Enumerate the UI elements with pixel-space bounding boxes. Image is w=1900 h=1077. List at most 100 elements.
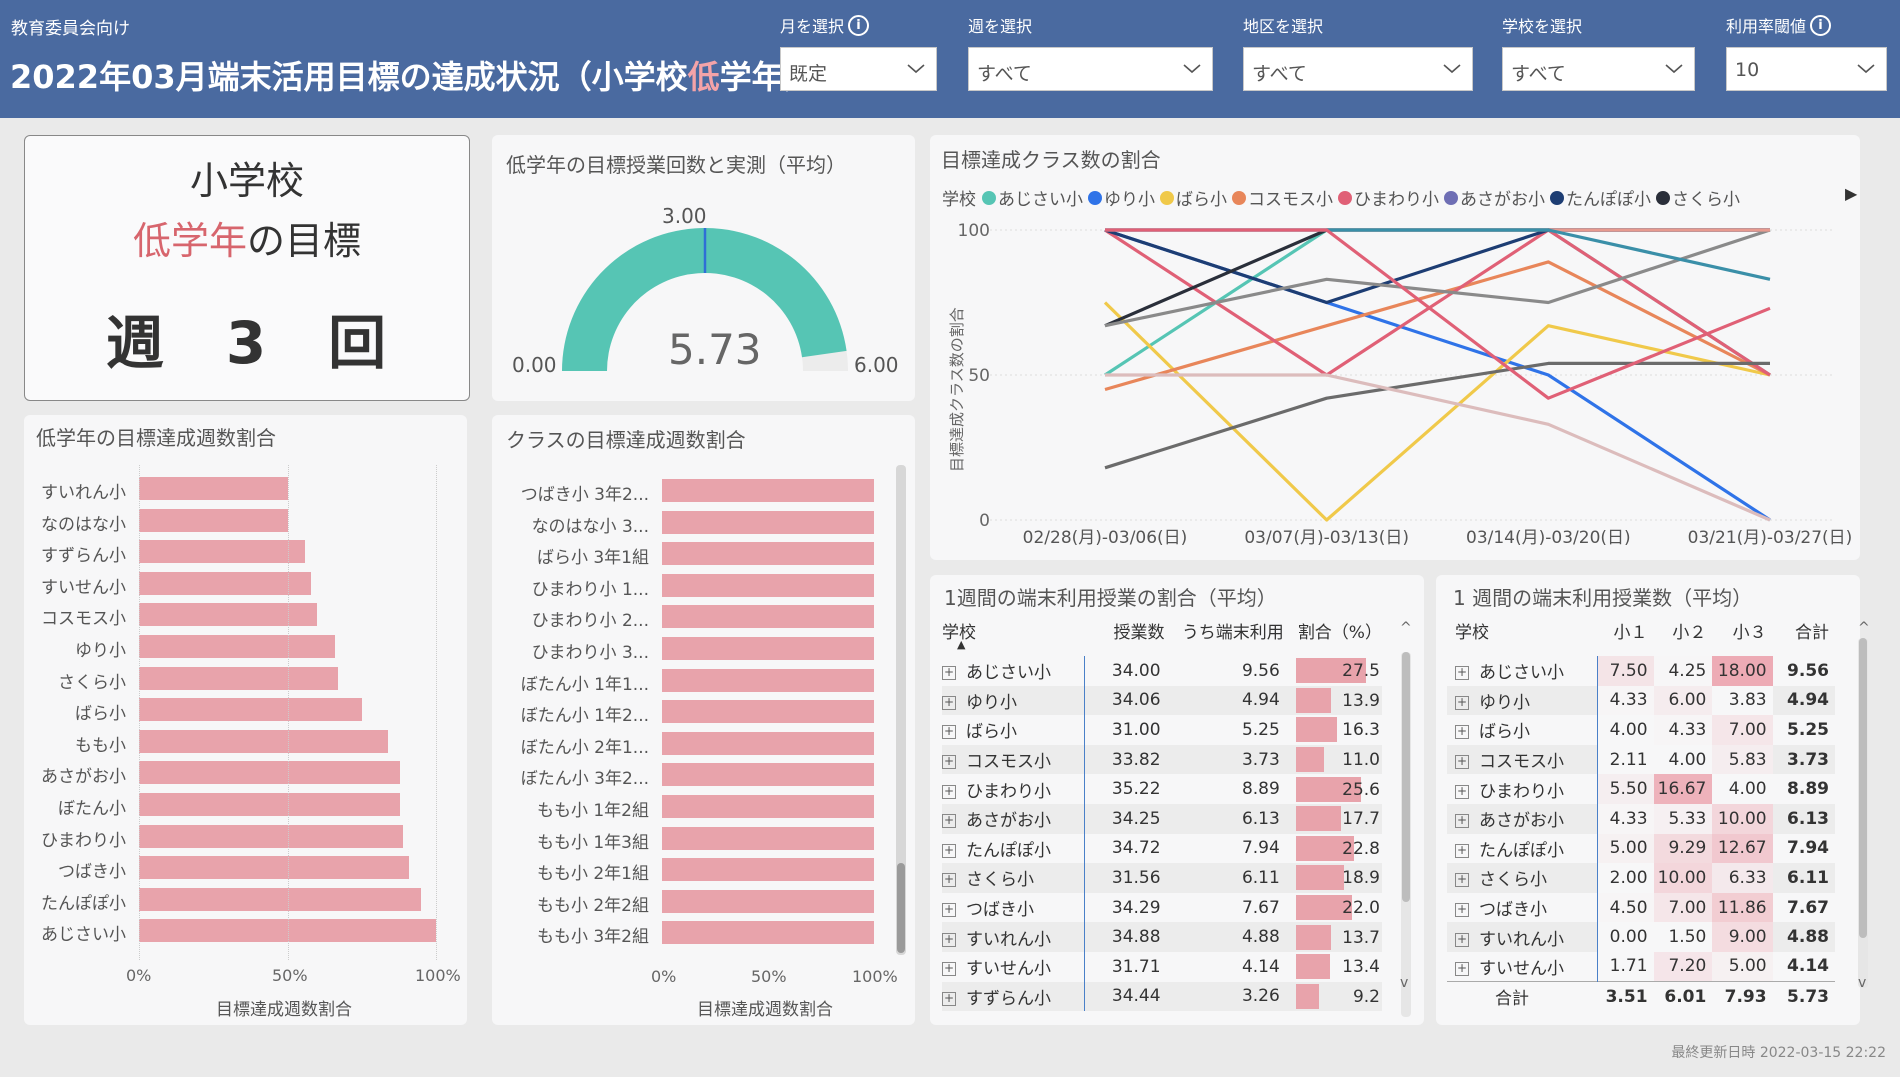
class-bar[interactable] [662,826,874,850]
school-bar[interactable] [139,793,401,816]
class-bar[interactable] [662,637,874,660]
legend-item[interactable]: あさがお小 [1444,185,1545,210]
expand-icon[interactable]: + [1455,694,1469,710]
legend-item[interactable]: コスモス小 [1232,185,1333,210]
school-bar[interactable] [139,761,401,785]
expand-icon[interactable]: + [1455,960,1469,976]
table2-header-cell[interactable]: 小２ [1672,622,1707,643]
table-row[interactable]: + すずらん小 34.44 3.26 9.2 [942,981,1382,1012]
table-row[interactable]: + つばき小 34.29 7.67 22.0 [942,892,1382,923]
school-bar[interactable] [139,856,410,880]
table1-header-cell[interactable]: うち端末利用 [1181,622,1284,643]
table-row[interactable]: + あじさい小 34.00 9.56 27.5 [942,656,1382,686]
expand-icon[interactable]: + [942,754,956,770]
expand-icon[interactable]: + [1455,872,1469,888]
filter-dropdown[interactable]: すべて [968,47,1213,91]
line-series[interactable] [1105,373,1771,522]
expand-icon[interactable]: + [942,783,956,799]
school-bar[interactable] [139,477,288,500]
class-bar[interactable] [662,668,874,692]
table1-scroll-down[interactable]: v [1400,975,1409,991]
table-row[interactable]: + たんぽぽ小 5.00 9.29 12.67 7.94 [1447,833,1835,864]
school-bar[interactable] [139,666,338,690]
expand-icon[interactable]: + [1455,754,1469,770]
school-bar[interactable] [139,603,318,627]
table2-scroll-up[interactable]: ^ [1858,620,1870,636]
table-row[interactable]: + ばら小 4.00 4.33 7.00 5.25 [1447,715,1835,745]
table-row[interactable]: + ゆり小 34.06 4.94 13.9 [942,685,1382,716]
expand-icon[interactable]: + [942,813,956,829]
expand-icon[interactable]: + [942,665,956,681]
line-series[interactable] [1104,260,1771,392]
table1-header-cell[interactable]: 授業数 [1113,622,1165,643]
table2-header-cell[interactable]: 小３ [1732,622,1767,643]
legend-item[interactable]: あじさい小 [982,185,1083,210]
legend-item[interactable]: さくら小 [1656,185,1740,210]
class-bar[interactable] [662,795,874,818]
table2-scroll-down[interactable]: v [1858,975,1867,991]
school-bar[interactable] [139,571,312,595]
table-row[interactable]: + すいれん小 34.88 4.88 13.7 [942,922,1382,952]
info-icon[interactable]: i [848,14,870,36]
table2-scrollbar[interactable] [1858,638,1868,988]
class-bar[interactable] [662,889,874,913]
table-row[interactable]: + すいれん小 0.00 1.50 9.00 4.88 [1447,922,1835,952]
expand-icon[interactable]: + [942,990,956,1006]
legend-item[interactable]: ひまわり小 [1338,185,1439,210]
filter-dropdown[interactable]: 10 [1726,47,1887,91]
line-series[interactable] [1103,301,1771,522]
table1-header-cell[interactable]: 割合（%） [1297,622,1382,643]
table-row[interactable]: + ばら小 31.00 5.25 16.3 [942,715,1382,745]
class-bar[interactable] [662,858,874,882]
table1-header-cell[interactable]: 学校 [942,622,976,643]
table-row[interactable]: + つばき小 4.50 7.00 11.86 7.67 [1447,892,1835,923]
expand-icon[interactable]: + [942,694,956,710]
line-series[interactable] [1104,228,1771,328]
expand-icon[interactable]: + [1455,931,1469,947]
table-row[interactable]: + あさがお小 34.25 6.13 17.7 [942,803,1382,834]
info-icon[interactable]: i [1810,14,1832,36]
school-bar[interactable] [139,887,422,911]
table-row[interactable]: + さくら小 2.00 10.00 6.33 6.11 [1447,863,1835,893]
table1-scroll-thumb[interactable] [1402,652,1410,902]
school-bar[interactable] [139,540,306,564]
school-bar[interactable] [139,698,362,722]
class-bar[interactable] [662,763,874,787]
filter-dropdown[interactable]: すべて [1502,47,1695,91]
class-bar[interactable] [662,479,874,502]
table-row[interactable]: + さくら小 31.56 6.11 18.9 [942,863,1382,893]
expand-icon[interactable]: + [1455,665,1469,681]
table-row[interactable]: + あさがお小 4.33 5.33 10.00 6.13 [1447,803,1835,834]
class-bar[interactable] [662,510,874,534]
expand-icon[interactable]: + [942,902,956,918]
filter-dropdown[interactable]: すべて [1243,47,1473,91]
expand-icon[interactable]: + [942,724,956,740]
school-bar[interactable] [139,729,389,753]
expand-icon[interactable]: + [1455,842,1469,858]
class-bar[interactable] [662,573,874,597]
expand-icon[interactable]: + [942,961,956,977]
school-bar[interactable] [139,824,404,848]
expand-icon[interactable]: + [942,872,956,888]
expand-icon[interactable]: + [1455,783,1469,799]
legend-item[interactable]: たんぽぽ小 [1550,185,1651,210]
legend-next-arrow[interactable]: ▶ [1845,184,1858,203]
class-bar[interactable] [662,731,874,755]
table2-header-cell[interactable]: 学校 [1455,622,1489,643]
table-row[interactable]: + コスモス小 2.11 4.00 5.83 3.73 [1447,744,1835,775]
class-bar[interactable] [662,921,874,945]
expand-icon[interactable]: + [1455,724,1469,740]
line-series[interactable] [1105,228,1771,281]
expand-icon[interactable]: + [1455,902,1469,918]
table2-header-cell[interactable]: 合計 [1795,622,1829,643]
class-bar[interactable] [662,605,874,629]
table-row[interactable]: + たんぽぽ小 34.72 7.94 22.8 [942,833,1382,864]
table-row[interactable]: + ひまわり小 35.22 8.89 25.6 [942,774,1382,804]
table1-scrollbar[interactable] [1401,652,1411,1017]
class-bar-scroll-thumb[interactable] [897,863,905,953]
filter-dropdown[interactable]: 既定 [780,47,937,91]
table-row[interactable]: + ゆり小 4.33 6.00 3.83 4.94 [1447,685,1835,716]
legend-item[interactable]: ばら小 [1160,185,1227,210]
expand-icon[interactable]: + [942,931,956,947]
class-bar[interactable] [662,700,874,724]
